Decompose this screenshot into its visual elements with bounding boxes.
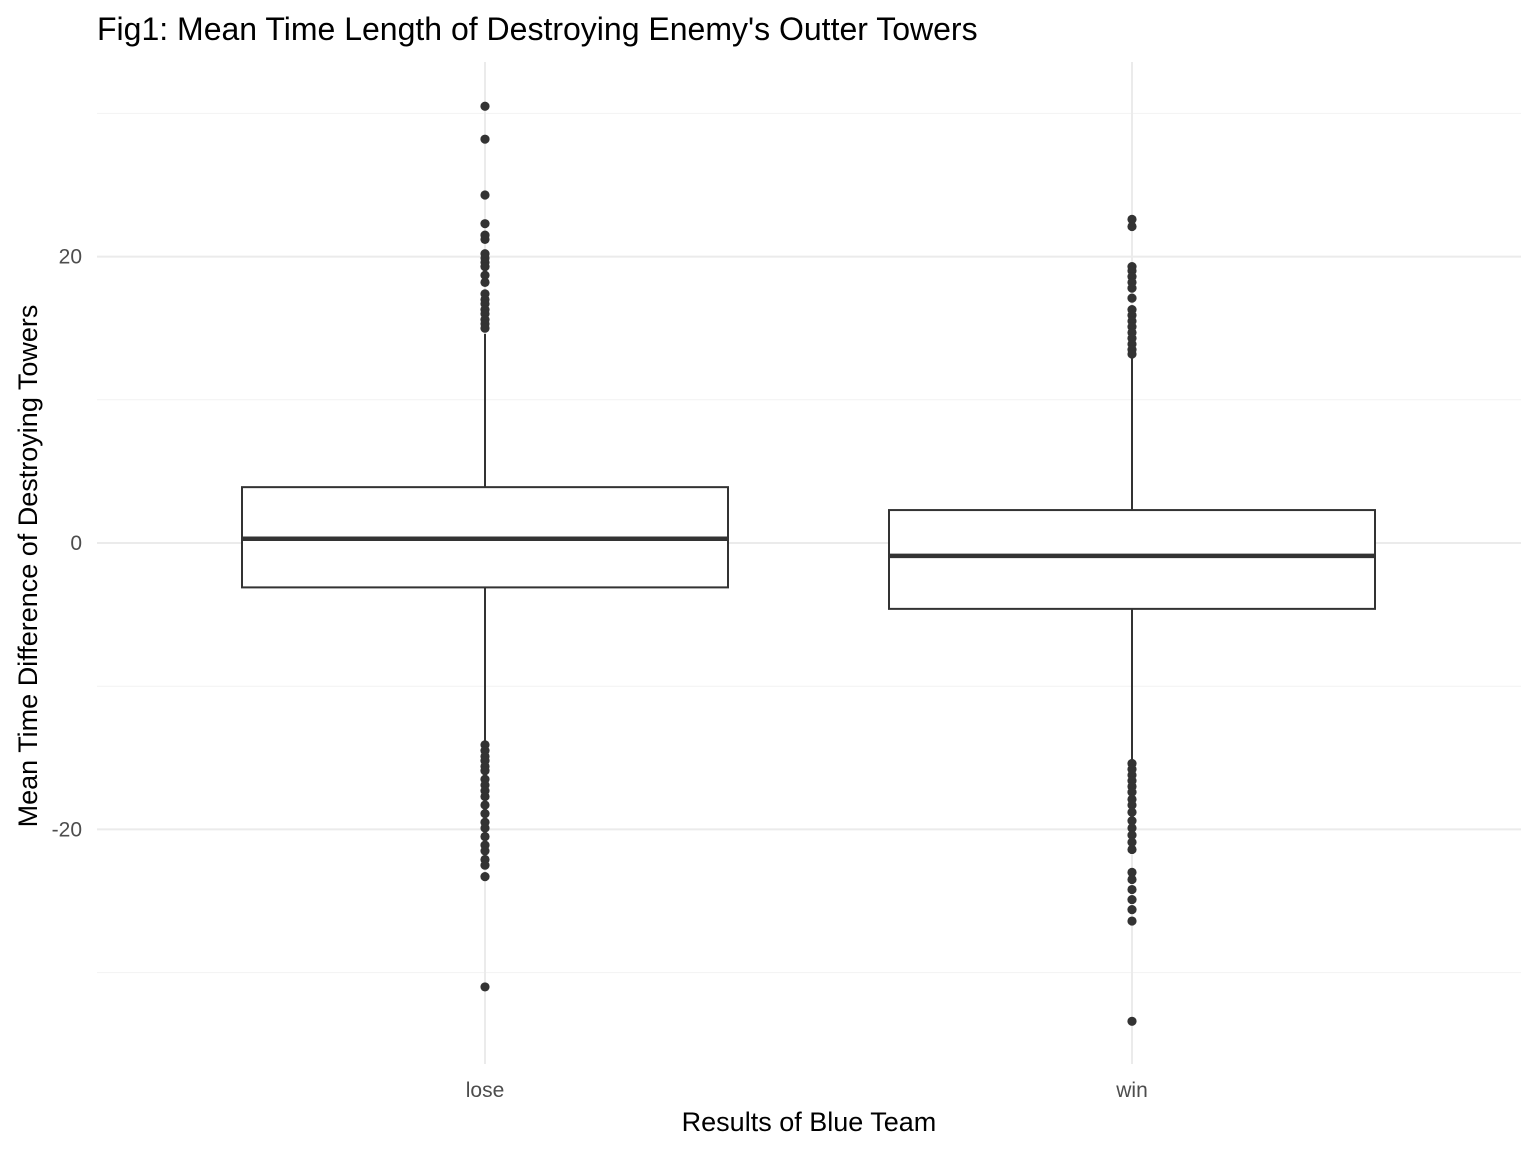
outlier-point	[480, 791, 490, 802]
outlier-point	[1127, 823, 1137, 833]
outlier-point	[480, 809, 490, 819]
chart-title: Fig1: Mean Time Length of Destroying Ene…	[97, 11, 978, 47]
outlier-point	[480, 190, 490, 200]
y-tick-label: -20	[52, 818, 82, 841]
outlier-point	[480, 323, 490, 333]
outlier-point	[1127, 916, 1137, 926]
outlier-point	[1127, 214, 1137, 224]
y-tick-label: 0	[70, 532, 82, 555]
outlier-point	[1127, 904, 1137, 915]
x-tick-label: win	[1115, 1079, 1148, 1102]
outlier-point	[1127, 816, 1137, 826]
outlier-point	[1127, 800, 1137, 810]
outlier-point	[1127, 349, 1137, 359]
outlier-point	[480, 846, 490, 856]
outlier-point	[480, 134, 490, 144]
outlier-point	[1127, 884, 1137, 895]
outlier-point	[1127, 221, 1137, 232]
outlier-point	[480, 262, 490, 272]
outlier-point	[1127, 1016, 1137, 1026]
outlier-point	[480, 982, 490, 992]
box-series	[241, 101, 1376, 1026]
outlier-point	[480, 234, 490, 245]
outlier-point	[480, 219, 490, 229]
interquartile-box	[888, 509, 1376, 610]
box-lose	[241, 101, 729, 992]
axis-ticks: -20 0 20 lose win	[52, 246, 1148, 1102]
outlier-point	[480, 766, 490, 776]
outlier-point	[1127, 787, 1137, 797]
outlier-point	[1127, 844, 1137, 855]
outlier-point	[1127, 837, 1137, 847]
outlier-point	[480, 831, 490, 842]
outlier-point	[1127, 867, 1137, 877]
y-tick-label: 20	[59, 246, 82, 269]
box-win	[888, 214, 1376, 1026]
outlier-point	[480, 270, 490, 280]
x-tick-label: lose	[466, 1079, 505, 1102]
x-axis-title: Results of Blue Team	[682, 1107, 937, 1137]
outlier-point	[480, 872, 490, 882]
outlier-point	[480, 800, 490, 810]
outlier-point	[1127, 830, 1137, 840]
outlier-point	[480, 823, 490, 833]
outlier-point	[1127, 874, 1137, 885]
outlier-point	[1127, 283, 1137, 293]
outlier-point	[1127, 293, 1137, 303]
outlier-point	[1127, 807, 1137, 817]
y-axis-title: Mean Time Difference of Destroying Tower…	[13, 305, 43, 828]
outlier-point	[480, 277, 490, 287]
outlier-point	[480, 860, 490, 870]
outlier-point	[480, 101, 490, 111]
outlier-point	[1127, 894, 1137, 905]
